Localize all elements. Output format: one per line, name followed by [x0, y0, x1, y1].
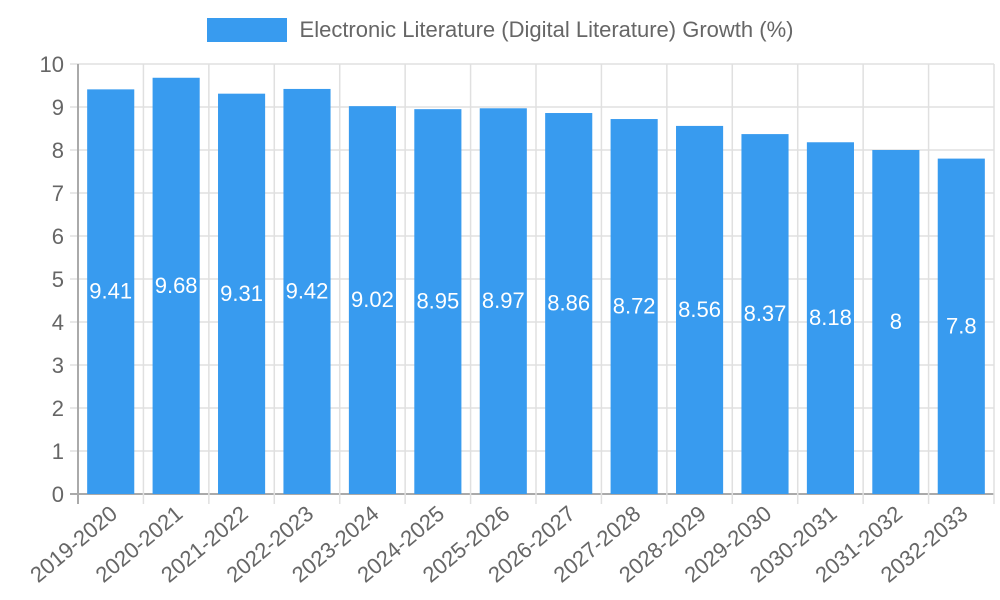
- bar[interactable]: [545, 113, 593, 495]
- y-tick-label: 2: [52, 396, 64, 421]
- bar[interactable]: [283, 88, 331, 494]
- bar-value-label: 8.95: [416, 289, 459, 314]
- bar[interactable]: [806, 142, 854, 494]
- bar-value-label: 8: [890, 309, 902, 334]
- legend-label: Electronic Literature (Digital Literatur…: [299, 17, 794, 42]
- y-tick-label: 9: [52, 95, 64, 120]
- bar-value-label: 9.68: [155, 273, 198, 298]
- bar[interactable]: [479, 108, 527, 494]
- legend-swatch[interactable]: [206, 18, 287, 42]
- y-tick-label: 1: [52, 439, 64, 464]
- bar-value-label: 8.72: [613, 294, 656, 319]
- bar[interactable]: [872, 150, 920, 494]
- y-tick-label: 7: [52, 181, 64, 206]
- y-tick-label: 5: [52, 267, 64, 292]
- bar[interactable]: [937, 158, 985, 494]
- y-tick-label: 6: [52, 224, 64, 249]
- bar[interactable]: [610, 119, 658, 494]
- bar-value-label: 8.37: [744, 301, 787, 326]
- chart-legend: Electronic Literature (Digital Literatur…: [0, 17, 1000, 43]
- bar-value-label: 9.02: [351, 287, 394, 312]
- bar-value-label: 8.18: [809, 305, 852, 330]
- bar[interactable]: [152, 77, 200, 494]
- y-tick-label: 3: [52, 353, 64, 378]
- bar[interactable]: [218, 93, 266, 495]
- y-tick-label: 0: [52, 482, 64, 507]
- bar-value-label: 9.42: [286, 278, 329, 303]
- bar[interactable]: [741, 134, 789, 494]
- bar[interactable]: [414, 109, 462, 495]
- bar[interactable]: [87, 89, 135, 495]
- bar[interactable]: [348, 106, 396, 494]
- y-tick-label: 4: [52, 310, 64, 335]
- y-tick-label: 10: [40, 52, 64, 77]
- bar-value-label: 9.41: [89, 279, 132, 304]
- bar-value-label: 8.56: [678, 297, 721, 322]
- y-tick-label: 8: [52, 138, 64, 163]
- bar-value-label: 9.31: [220, 281, 263, 306]
- bar-value-label: 8.86: [547, 291, 590, 316]
- bar-value-label: 8.97: [482, 288, 525, 313]
- bar[interactable]: [676, 125, 724, 495]
- bar-value-label: 7.8: [946, 313, 977, 338]
